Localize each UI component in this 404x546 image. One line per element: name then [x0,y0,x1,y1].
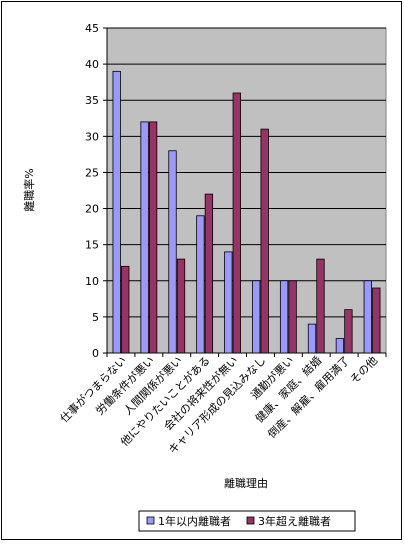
bar-series1 [252,280,261,354]
y-tick-label: 15 [85,239,99,252]
legend-swatch [246,516,255,525]
y-tick-label: 10 [85,275,99,288]
legend-swatch [146,516,155,525]
y-tick-label: 25 [85,166,99,179]
y-tick-label: 30 [85,130,99,143]
bar-series2 [372,287,381,354]
bar-series1 [224,251,233,354]
bar-series2 [260,128,269,354]
plot-background [106,27,387,354]
y-axis-label: 離職率% [22,168,36,211]
bar-series1 [279,280,289,354]
bar-series2 [121,265,130,354]
bar-series1 [363,280,372,354]
bar-series2 [316,258,325,354]
bar-series1 [335,338,345,354]
y-tick-label: 35 [85,94,99,107]
legend-label: 1年以内離職者 [158,514,231,528]
y-tick-label: 40 [85,58,99,71]
y-tick-label: 45 [85,22,99,35]
y-tick-label: 0 [92,347,99,360]
bar-series2 [148,121,158,354]
bar-series1 [112,70,121,354]
bar-series1 [168,150,177,354]
bar-series1 [140,121,149,354]
y-tick-label: 5 [92,311,99,324]
legend: 1年以内離職者 3年超え離職者 [138,510,356,532]
x-axis-label: 離職理由 [224,476,268,490]
bar-series2 [344,309,353,354]
bar-series2 [288,280,297,354]
legend-label: 3年超え離職者 [258,514,331,528]
bar-series2 [204,193,214,354]
bar-series1 [196,215,205,354]
y-tick-label: 20 [85,203,99,216]
bar-series1 [307,323,317,354]
bar-series2 [232,92,241,354]
bar-series2 [176,258,186,354]
